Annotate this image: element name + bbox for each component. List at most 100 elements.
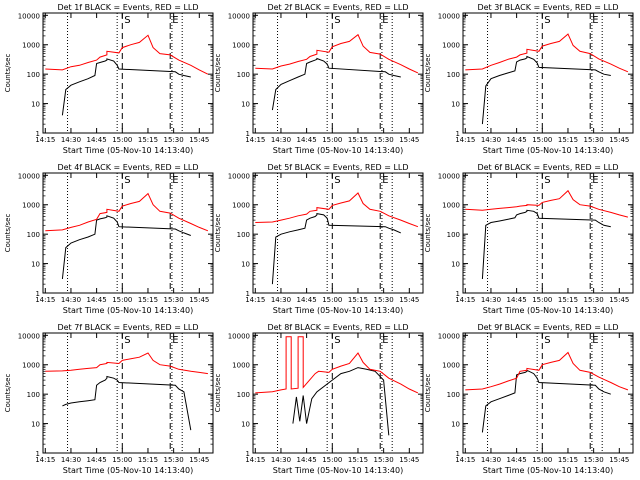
x-tick-label: 15:45 [399, 136, 419, 144]
y-tick-label: 1000 [232, 42, 250, 50]
chart-panel-6: Det 6f BLACK = Events, RED = LLD Counts/s… [424, 163, 634, 315]
x-tick-label: 14:15 [455, 456, 475, 464]
y-tick-label: 10 [31, 421, 40, 429]
y-tick-label: 100 [237, 231, 250, 239]
x-tick-label: 14:15 [245, 136, 265, 144]
y-tick-label: 100 [27, 231, 40, 239]
y-tick-label: 10 [241, 101, 250, 109]
marker-e: E [592, 335, 598, 346]
x-tick-label: 15:45 [189, 136, 209, 144]
x-tick-label: 14:15 [455, 296, 475, 304]
plot-frame [462, 172, 634, 294]
x-tick-label: 14:30 [271, 296, 291, 304]
series-events-line [481, 369, 611, 433]
y-tick-label: 1000 [442, 362, 460, 370]
x-tick-label: 14:30 [481, 296, 501, 304]
series-lld-line [465, 351, 629, 391]
plot-frame [462, 332, 634, 454]
x-tick-label: 15:15 [138, 456, 158, 464]
chart-title: Det 8f BLACK = Events, RED = LLD [267, 323, 408, 332]
x-tick-label: 15:15 [348, 296, 368, 304]
x-tick-label: 14:30 [61, 136, 81, 144]
chart-title: Det 1f BLACK = Events, RED = LLD [57, 3, 198, 12]
chart-panel-5: Det 5f BLACK = Events, RED = LLD Counts/s… [214, 163, 424, 315]
x-tick-label: 15:00 [112, 136, 132, 144]
series-lld-line [255, 33, 419, 74]
x-tick-label: 14:15 [35, 136, 55, 144]
x-tick-label: 15:45 [399, 456, 419, 464]
series-lld-line [465, 33, 629, 73]
marker-s: S [124, 175, 130, 186]
series-events-line [271, 57, 401, 111]
y-tick-label: 1000 [22, 362, 40, 370]
x-tick-label: 15:00 [112, 456, 132, 464]
series-lld-line [255, 192, 419, 228]
plot-frame [462, 12, 634, 134]
x-tick-label: 14:30 [481, 136, 501, 144]
chart-panel-4: Det 4f BLACK = Events, RED = LLD Counts/s… [4, 163, 214, 315]
y-axis-label: Counts/sec [4, 54, 12, 93]
x-tick-label: 15:00 [532, 136, 552, 144]
y-tick-label: 100 [237, 391, 250, 399]
y-tick-label: 10 [31, 261, 40, 269]
x-tick-label: 15:00 [322, 136, 342, 144]
marker-s: S [544, 175, 550, 186]
y-tick-label: 10000 [18, 12, 40, 20]
y-tick-label: 10 [451, 101, 460, 109]
chart-panel-7: Det 7f BLACK = Events, RED = LLD Counts/s… [4, 323, 214, 475]
y-tick-label: 100 [447, 391, 460, 399]
series-lld-line [465, 189, 629, 218]
x-tick-label: 15:15 [138, 296, 158, 304]
x-tick-label: 14:45 [507, 456, 527, 464]
plot-frame [42, 172, 214, 294]
x-tick-label: 15:45 [609, 456, 629, 464]
y-tick-label: 100 [447, 71, 460, 79]
y-tick-label: 10 [451, 421, 460, 429]
series-events-line [62, 375, 192, 431]
x-tick-label: 15:15 [558, 296, 578, 304]
y-tick-label: 1 [456, 290, 460, 298]
chart-title: Det 6f BLACK = Events, RED = LLD [477, 163, 618, 172]
x-axis-label: Start Time (05-Nov-10 14:13:40) [483, 146, 613, 155]
x-tick-label: 15:30 [164, 136, 184, 144]
y-tick-label: 1000 [442, 42, 460, 50]
x-tick-label: 14:45 [297, 296, 317, 304]
marker-e: E [172, 15, 178, 26]
plot-frame [42, 332, 214, 454]
x-tick-label: 15:45 [189, 456, 209, 464]
x-axis-label: Start Time (05-Nov-10 14:13:40) [63, 466, 193, 475]
x-axis-label: Start Time (05-Nov-10 14:13:40) [483, 466, 613, 475]
x-tick-label: 14:45 [507, 136, 527, 144]
marker-e: E [172, 175, 178, 186]
x-tick-label: 14:45 [87, 456, 107, 464]
marker-s: S [124, 15, 130, 26]
series-events-line [61, 58, 191, 116]
marker-e: E [382, 335, 388, 346]
x-tick-label: 15:45 [189, 296, 209, 304]
series-events-line [271, 212, 401, 285]
y-tick-label: 1 [456, 130, 460, 138]
y-axis-label: Counts/sec [4, 214, 12, 253]
y-tick-label: 10 [451, 261, 460, 269]
chart-panel-8: Det 8f BLACK = Events, RED = LLD Counts/s… [214, 323, 424, 475]
series-events-line [61, 215, 191, 280]
x-axis-label: Start Time (05-Nov-10 14:13:40) [273, 466, 403, 475]
x-tick-label: 14:30 [61, 296, 81, 304]
y-tick-label: 10 [31, 101, 40, 109]
series-lld-line [45, 34, 209, 75]
marker-e: E [592, 175, 598, 186]
x-tick-label: 15:30 [164, 296, 184, 304]
marker-s: S [544, 335, 550, 346]
x-tick-label: 14:45 [507, 296, 527, 304]
x-tick-label: 14:30 [481, 456, 501, 464]
x-tick-label: 15:30 [584, 296, 604, 304]
series-lld-line [45, 352, 208, 375]
marker-e: E [592, 15, 598, 26]
plot-frame [252, 332, 424, 454]
x-tick-label: 14:15 [35, 296, 55, 304]
x-tick-label: 15:45 [609, 296, 629, 304]
y-tick-label: 1 [456, 450, 460, 458]
chart-title: Det 2f BLACK = Events, RED = LLD [267, 3, 408, 12]
plot-frame [252, 12, 424, 134]
